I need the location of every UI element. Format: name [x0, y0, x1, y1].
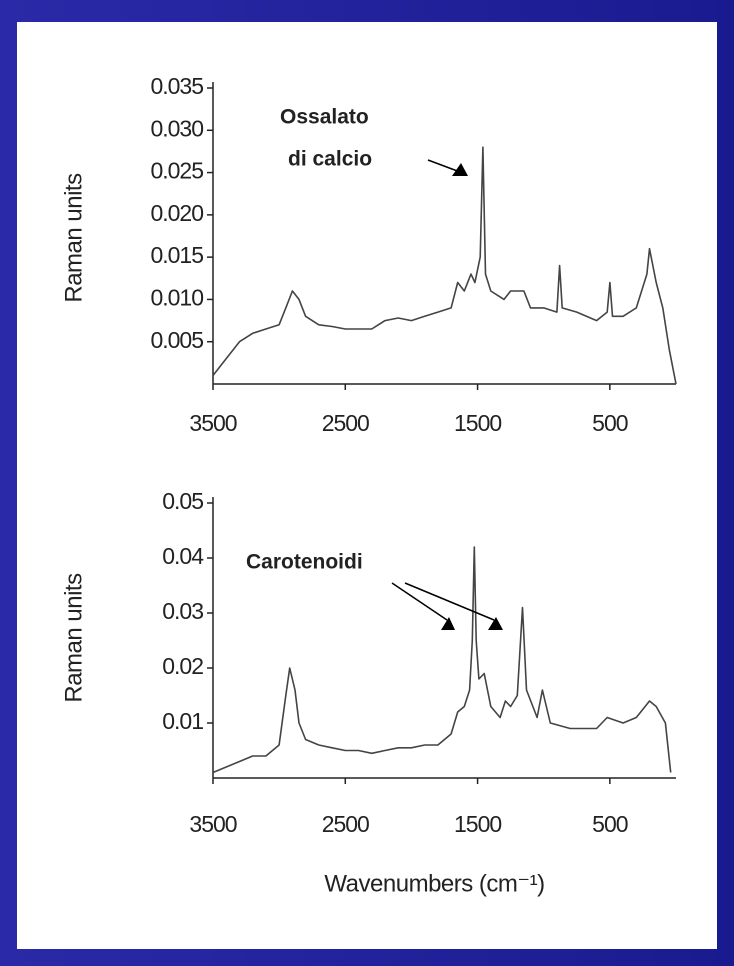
spectrum-line — [212, 146, 677, 385]
arrow-head — [441, 617, 455, 630]
y-tick-label: 0.010 — [150, 285, 203, 311]
y-tick-label: 0.01 — [162, 708, 203, 734]
annotation: Ossalato — [280, 106, 369, 129]
annotation: Carotenoidi — [246, 551, 363, 574]
y-tick-label: 0.030 — [150, 115, 203, 141]
y-tick-label: 0.05 — [162, 488, 203, 514]
arrow-head — [452, 163, 468, 176]
x-tick-label: 2500 — [322, 410, 369, 436]
arrow — [427, 159, 461, 173]
panel — [17, 22, 717, 949]
arrow-head — [488, 617, 503, 630]
x-tick-label: 1500 — [454, 410, 501, 436]
x-tick-label: 500 — [592, 410, 628, 436]
y-tick-label: 0.020 — [150, 200, 203, 226]
arrow — [391, 582, 448, 621]
y-tick-label: 0.04 — [162, 543, 204, 569]
annotation: di calcio — [288, 148, 372, 171]
y-tick-label: 0.005 — [150, 327, 203, 353]
spectrum-line — [212, 546, 672, 774]
x-axis-label: Wavenumbers (cm⁻¹) — [324, 870, 544, 897]
y-tick-label: 0.035 — [150, 73, 203, 99]
y-tick-label: 0.03 — [162, 598, 203, 624]
y-axis-label: Raman units — [60, 173, 87, 303]
x-tick-label: 2500 — [322, 811, 369, 837]
y-tick-label: 0.02 — [162, 653, 203, 679]
y-tick-label: 0.025 — [150, 158, 203, 184]
x-tick-label: 500 — [592, 811, 628, 837]
x-tick-label: 3500 — [189, 811, 236, 837]
y-axis-label: Raman units — [60, 573, 87, 703]
x-tick-label: 1500 — [454, 811, 501, 837]
x-tick-label: 3500 — [189, 410, 236, 436]
y-tick-label: 0.015 — [150, 242, 203, 268]
arrow — [404, 582, 495, 621]
